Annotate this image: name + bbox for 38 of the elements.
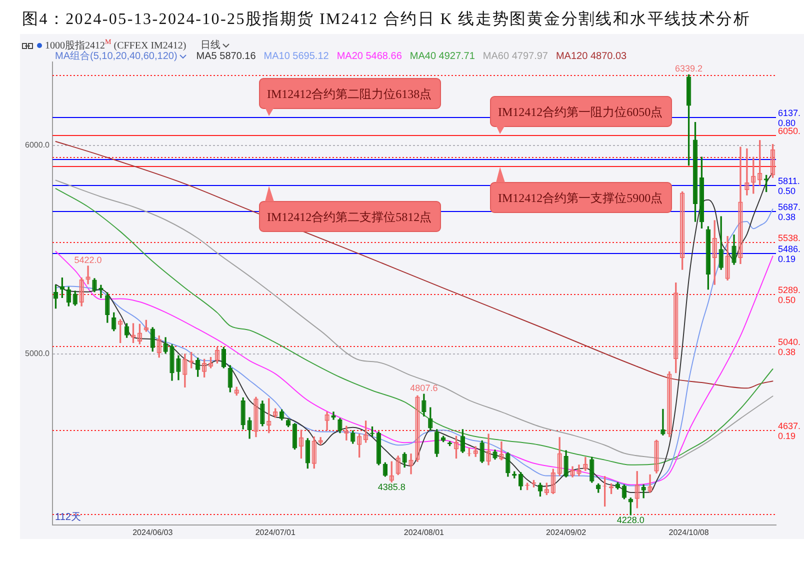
annotation: IM12412合约第一阻力位6050点 [498, 105, 663, 119]
x-tick-label: 2024/08/01 [404, 528, 445, 538]
legend-title: MA组合(5,10,20,40,60,120) [55, 51, 178, 62]
ref-line-label: 5289. 0.50 [778, 285, 801, 305]
annotation: IM12412合约第二阻力位6138点 [267, 87, 432, 101]
ref-line-label: 4637. 0.19 [778, 421, 801, 441]
annotation: 5422.0 [74, 254, 102, 265]
text: MA20 5468.66 [336, 50, 402, 62]
ref-line-label: 5811. 0.50 [778, 176, 800, 196]
annotation: IM12412合约第一支撑位5900点 [498, 191, 663, 205]
x-tick-label: 2024/09/02 [546, 528, 587, 538]
x-tick-label: 2024/07/01 [255, 528, 296, 538]
y-tick-label: 5000.0 [25, 349, 50, 358]
ref-line-label: 5040. 0.38 [778, 337, 801, 357]
ref-line-label: 6137. 0.80 [778, 108, 801, 128]
x-tick-label: 2024/10/08 [668, 528, 710, 538]
annotation: 4228.0 [616, 514, 644, 525]
line-series [55, 250, 774, 486]
annotation: IM12412合约第二支撑位5812点 [267, 210, 432, 224]
text: MA5 5870.16 [196, 50, 256, 62]
chart-title: 图4：2024-05-13-2024-10-25股指期货 IM2412 合约日 K 线走势图黄金分割线和水平线技术分析 [22, 11, 751, 29]
ref-line-label: 6050. [778, 126, 801, 136]
annotation: 4807.6 [410, 383, 438, 394]
ref-line-label: 5687. 0.38 [778, 202, 801, 222]
annotation: 112天 [55, 512, 81, 523]
text: MA10 5695.12 [264, 50, 330, 62]
annotation: 4385.8 [378, 482, 406, 492]
text: MA40 4927.71 [410, 50, 476, 62]
text: MA60 4797.97 [482, 50, 548, 62]
x-tick-label: 2024/06/03 [132, 528, 174, 538]
ref-line-label: 5538. [778, 233, 801, 243]
candlestick [660, 408, 666, 436]
ref-line-label: 5486. 0.19 [778, 244, 801, 264]
annotation: 6339.2 [675, 64, 703, 74]
y-tick-label: 6000.0 [25, 140, 50, 150]
text: 日线 [200, 40, 220, 51]
text: MA120 4870.03 [556, 50, 628, 62]
text: 1000股指2412$^{M}$ (CFFEX IM2412) [45, 38, 186, 52]
